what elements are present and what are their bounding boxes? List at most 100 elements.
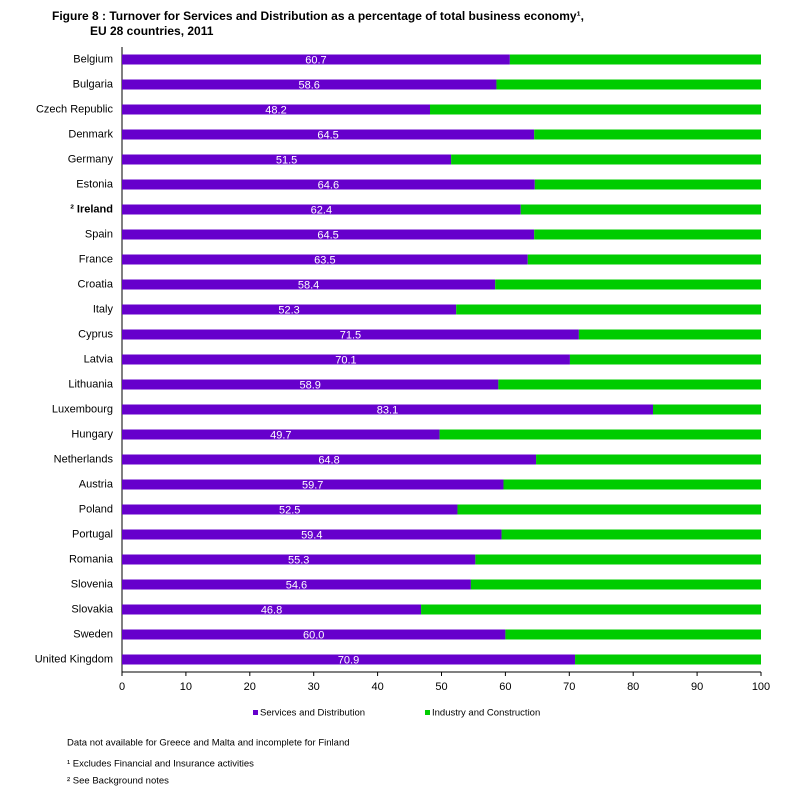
y-tick-label: Italy — [93, 303, 114, 315]
y-tick-label: Poland — [79, 503, 113, 515]
y-tick-label: Bulgaria — [73, 78, 114, 90]
legend-label: Industry and Construction — [432, 708, 540, 719]
bar-segment — [122, 554, 476, 565]
data-label: 71.5 — [340, 329, 361, 341]
bar-segment — [475, 554, 761, 565]
legend-swatch — [425, 710, 430, 715]
bar-segment — [505, 629, 761, 640]
data-label: 64.5 — [317, 129, 338, 141]
x-tick-label: 40 — [371, 681, 383, 693]
bar-segment — [569, 354, 761, 365]
data-label: 83.1 — [377, 404, 398, 416]
bar-segment — [122, 279, 496, 290]
x-tick-label: 60 — [499, 681, 511, 693]
bar-segment — [122, 429, 440, 440]
x-tick-label: 20 — [244, 681, 256, 693]
y-tick-label: Netherlands — [54, 453, 114, 465]
y-tick-label: France — [79, 253, 113, 265]
data-label: 58.9 — [299, 379, 320, 391]
y-tick-label: Croatia — [78, 278, 114, 290]
bar-segment — [122, 379, 499, 390]
bar-segment — [122, 104, 430, 115]
bar-segment — [534, 179, 761, 190]
x-tick-label: 10 — [180, 681, 192, 693]
y-tick-label: Belgium — [73, 53, 113, 65]
bar-segment — [122, 354, 570, 365]
bar-segment — [536, 454, 761, 465]
data-label: 49.7 — [270, 429, 291, 441]
data-label: 64.6 — [318, 179, 339, 191]
bar-segment — [122, 79, 497, 90]
y-tick-label: Slovenia — [71, 578, 114, 590]
y-tick-label: Hungary — [71, 428, 113, 440]
y-tick-label: Latvia — [84, 353, 114, 365]
bar-segment — [421, 604, 761, 615]
bar-segment — [498, 379, 761, 390]
data-label: 62.4 — [311, 204, 332, 216]
bar-segment — [122, 629, 506, 640]
data-label: 58.6 — [299, 79, 320, 91]
y-tick-label: Cyprus — [78, 328, 113, 340]
bar-segment — [122, 254, 528, 265]
data-label: 60.0 — [303, 629, 324, 641]
data-label: 52.3 — [278, 304, 299, 316]
data-label: 70.1 — [335, 354, 356, 366]
bar-segment — [122, 179, 535, 190]
bar-segment — [429, 104, 761, 115]
bar-segment — [456, 304, 761, 315]
note: ² See Background notes — [67, 776, 169, 787]
y-tick-label: Slovakia — [71, 603, 113, 615]
bar-segment — [122, 504, 458, 515]
x-tick-label: 70 — [563, 681, 575, 693]
bar-segment — [122, 404, 654, 415]
data-label: 52.5 — [279, 504, 300, 516]
bar-segment — [495, 279, 761, 290]
bar-segment — [122, 454, 537, 465]
bar-segment — [509, 54, 761, 65]
note: ¹ Excludes Financial and Insurance activ… — [67, 759, 254, 770]
data-label: 59.7 — [302, 479, 323, 491]
bar-segment — [653, 404, 761, 415]
bar-segment — [470, 579, 761, 590]
bar-segment — [578, 329, 761, 340]
bar-segment — [534, 229, 761, 240]
y-tick-label: Sweden — [73, 628, 113, 640]
note: Data not available for Greece and Malta … — [67, 738, 350, 749]
data-label: 63.5 — [314, 254, 335, 266]
x-tick-label: 30 — [308, 681, 320, 693]
bar-segment — [520, 204, 761, 215]
bar-segment — [122, 204, 521, 215]
chart-title: EU 28 countries, 2011 — [90, 24, 214, 38]
data-label: 51.5 — [276, 154, 297, 166]
y-tick-label: Spain — [85, 228, 113, 240]
bar-segment — [451, 154, 761, 165]
y-tick-label: Czech Republic — [36, 103, 114, 115]
y-tick-label: Germany — [68, 153, 114, 165]
bar-segment — [122, 579, 471, 590]
bar-segment — [122, 229, 535, 240]
data-label: 58.4 — [298, 279, 319, 291]
data-label: 70.9 — [338, 654, 359, 666]
bar-segment — [122, 479, 504, 490]
data-label: 54.6 — [286, 579, 307, 591]
y-tick-label: Austria — [79, 478, 114, 490]
x-tick-label: 0 — [119, 681, 125, 693]
y-tick-label: Estonia — [76, 178, 114, 190]
bar-segment — [122, 154, 452, 165]
bar-segment — [503, 479, 761, 490]
chart-title: Figure 8 : Turnover for Services and Dis… — [52, 9, 584, 23]
bar-segment — [501, 529, 761, 540]
bar-segment — [122, 604, 422, 615]
bar-segment — [457, 504, 761, 515]
y-tick-label: Portugal — [72, 528, 113, 540]
bar-segment — [122, 654, 576, 665]
data-label: 48.2 — [265, 104, 286, 116]
y-tick-label: Lithuania — [68, 378, 114, 390]
data-label: 46.8 — [261, 604, 282, 616]
y-tick-label: ² Ireland — [70, 203, 113, 215]
data-label: 55.3 — [288, 554, 309, 566]
data-label: 64.5 — [317, 229, 338, 241]
bar-segment — [122, 129, 535, 140]
y-tick-label: Luxembourg — [52, 403, 113, 415]
